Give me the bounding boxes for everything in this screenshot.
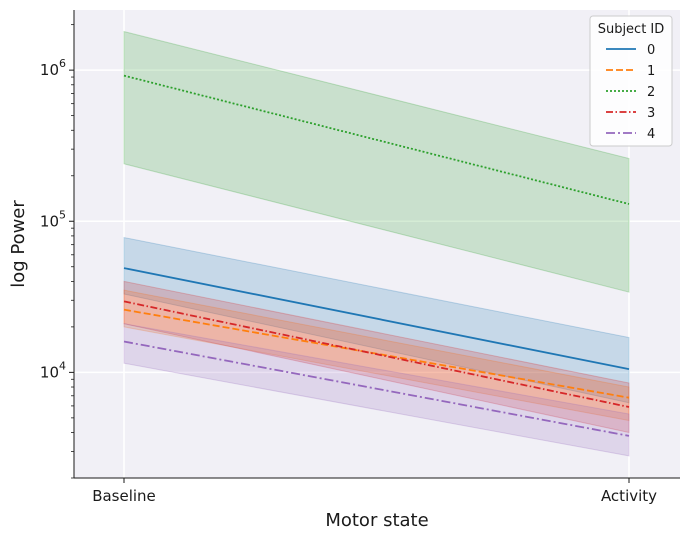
ci-band-series-4 xyxy=(123,323,630,457)
series-line-0 xyxy=(123,267,630,371)
y-tick-label: 106 xyxy=(40,57,66,79)
x-tick-label: Baseline xyxy=(92,487,156,505)
y-tick-label: 105 xyxy=(40,208,66,230)
legend-label-1: 1 xyxy=(647,64,655,79)
confidence-bands xyxy=(123,30,630,457)
legend-title: Subject ID xyxy=(598,22,665,37)
x-axis-label: Motor state xyxy=(325,510,428,531)
y-ticks: 104 105 106 xyxy=(40,24,74,479)
legend-label-2: 2 xyxy=(647,85,655,100)
x-tick-label: Activity xyxy=(601,487,657,505)
legend-label-0: 0 xyxy=(647,43,655,58)
y-axis-label: log Power xyxy=(8,200,29,288)
series-line-2 xyxy=(123,74,630,205)
ci-band-series-0 xyxy=(123,236,630,404)
axes xyxy=(73,10,680,479)
series-line-3 xyxy=(123,300,630,408)
series-line-4 xyxy=(123,340,630,437)
ci-band-series-2 xyxy=(123,30,630,293)
legend-label-4: 4 xyxy=(647,127,655,142)
y-tick-label: 104 xyxy=(40,359,66,381)
x-ticks: Baseline Activity xyxy=(92,478,657,505)
legend: Subject ID 0 1 2 3 4 xyxy=(589,15,673,147)
ci-band-series-3 xyxy=(123,280,630,434)
legend-label-3: 3 xyxy=(647,106,655,121)
series-lines xyxy=(123,74,630,437)
ci-band-series-1 xyxy=(123,289,630,422)
